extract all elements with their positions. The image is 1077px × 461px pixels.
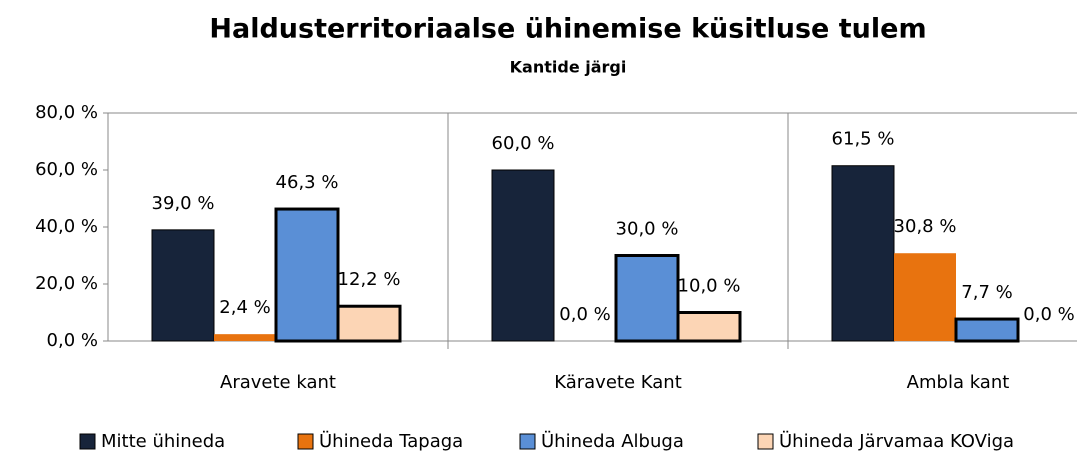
data-label: 46,3 % — [276, 172, 339, 193]
y-tick-label: 20,0 % — [35, 273, 98, 294]
x-tick-label: Käravete Kant — [554, 372, 682, 393]
bar — [676, 311, 742, 343]
legend-swatch — [757, 433, 774, 450]
data-label: 2,4 % — [219, 297, 270, 318]
legend-label: Ühineda Tapaga — [319, 430, 463, 452]
bar — [954, 317, 1020, 343]
chart-subtitle: Kantide järgi — [510, 58, 627, 77]
legend-label: Ühineda Albuga — [541, 430, 684, 452]
data-label: 30,0 % — [616, 219, 679, 240]
bar — [274, 207, 340, 343]
bar — [151, 229, 215, 342]
y-tick-label: 0,0 % — [47, 330, 98, 351]
data-label: 0,0 % — [559, 304, 610, 325]
bar — [336, 304, 402, 343]
x-tick-label: Aravete kant — [220, 372, 336, 393]
data-label: 61,5 % — [832, 129, 895, 150]
bar — [831, 165, 895, 342]
bar — [491, 169, 555, 342]
data-label: 10,0 % — [678, 276, 741, 297]
bar — [214, 334, 276, 341]
bar — [614, 254, 680, 343]
y-tick-label: 60,0 % — [35, 159, 98, 180]
data-label: 30,8 % — [894, 216, 957, 237]
y-tick-label: 80,0 % — [35, 102, 98, 123]
legend-swatch — [79, 433, 96, 450]
x-tick-label: Ambla kant — [907, 372, 1010, 393]
legend-label: Ühineda Järvamaa KOViga — [779, 430, 1014, 452]
data-label: 39,0 % — [152, 193, 215, 214]
data-label: 0,0 % — [1023, 304, 1074, 325]
legend-swatch — [519, 433, 536, 450]
legend-swatch — [297, 433, 314, 450]
data-label: 60,0 % — [492, 133, 555, 154]
bar — [894, 253, 956, 341]
legend-label: Mitte ühineda — [101, 431, 225, 452]
data-label: 12,2 % — [338, 269, 401, 290]
data-label: 7,7 % — [961, 282, 1012, 303]
chart-title: Haldusterritoriaalse ühinemise küsitluse… — [209, 14, 926, 45]
y-tick-label: 40,0 % — [35, 216, 98, 237]
